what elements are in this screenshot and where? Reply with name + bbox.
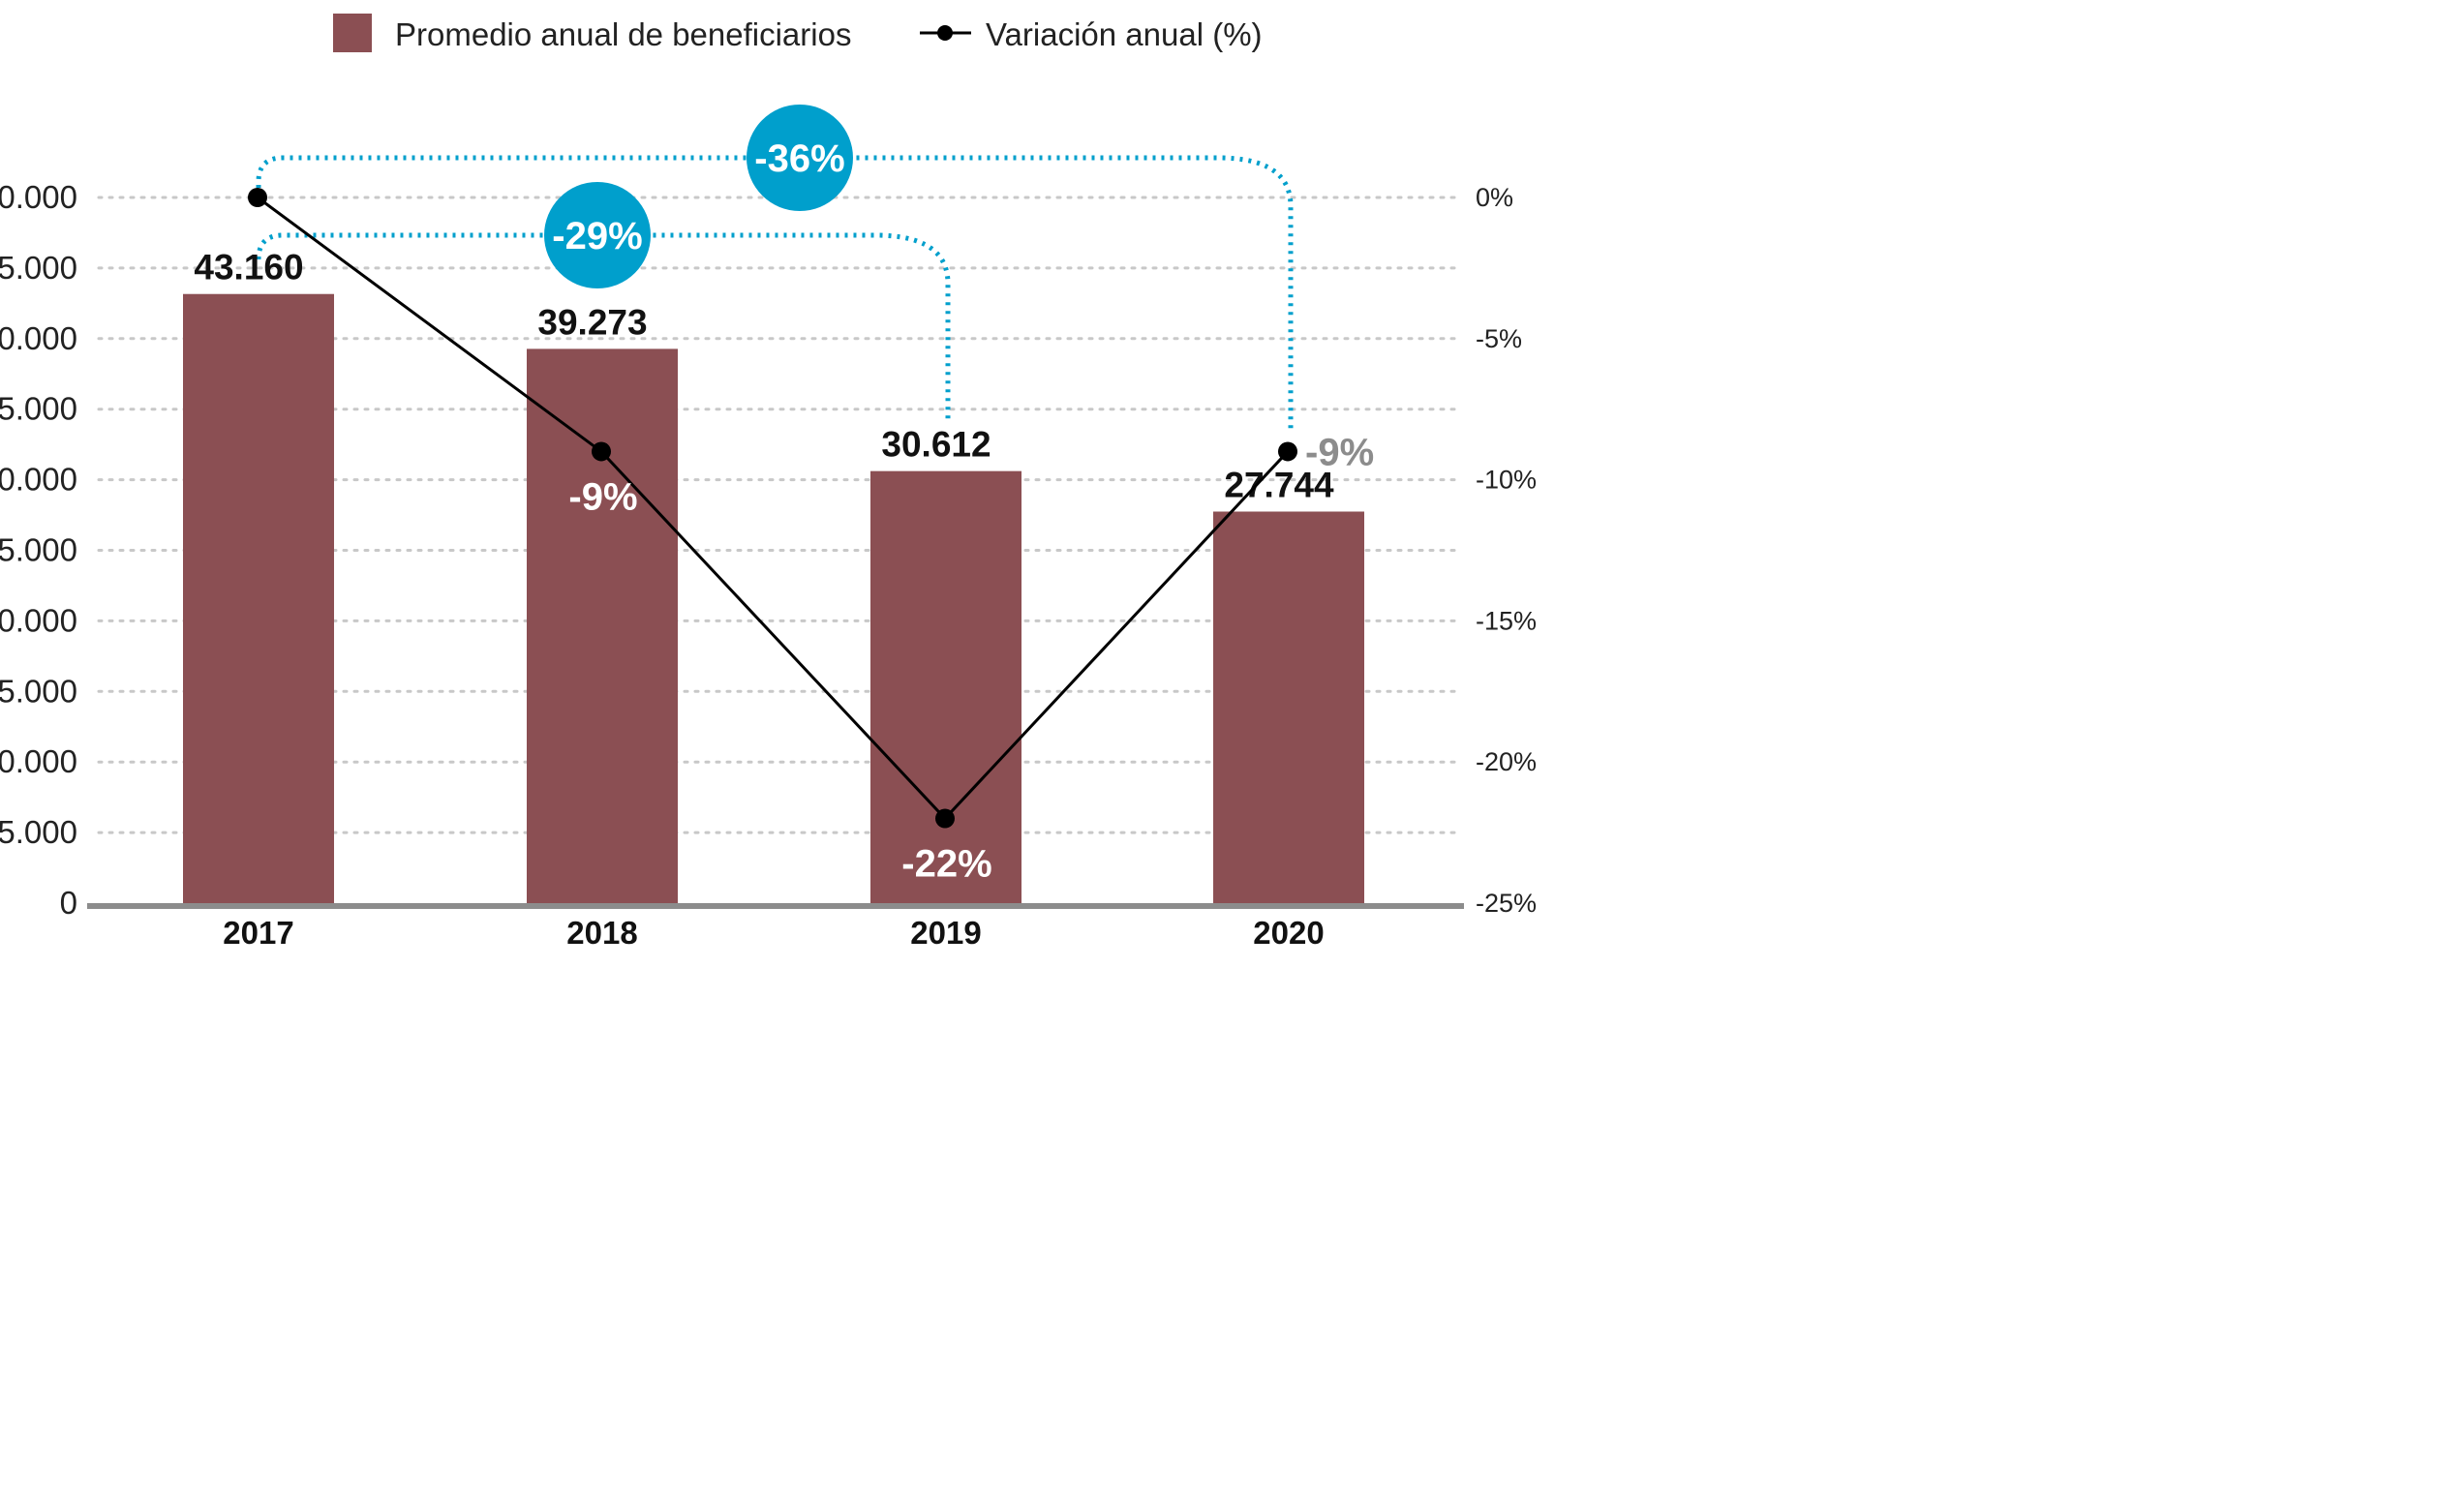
left-tick-label: 5.000 — [0, 814, 77, 850]
annotation-bubble — [747, 105, 853, 211]
left-tick-label: 10.000 — [0, 743, 77, 779]
bar-value-label: 43.160 — [194, 248, 303, 287]
variation-point — [935, 808, 955, 829]
annotation-bubble-label: -36% — [754, 137, 844, 180]
left-tick-label: 25.000 — [0, 532, 77, 568]
bars — [183, 293, 1364, 904]
left-tick-label: 0 — [60, 885, 77, 921]
legend-line-marker — [937, 25, 953, 41]
bar-value-label: 30.612 — [881, 425, 991, 465]
left-axis-ticks: 0 5.000 10.000 15.000 20.000 25.000 30.000 35.0… — [0, 179, 77, 921]
bar — [183, 293, 334, 904]
category-label: 2019 — [910, 915, 981, 951]
variation-labels: -9% -22% -9% — [568, 431, 1374, 885]
legend-bar-label: Promedio anual de beneficiarios — [395, 16, 851, 52]
bar — [870, 470, 1021, 903]
category-label: 2017 — [223, 915, 293, 951]
variation-polyline — [257, 196, 1290, 821]
variation-label: -9% — [568, 475, 637, 518]
right-tick-label: -5% — [1476, 324, 1522, 353]
category-label: 2018 — [566, 915, 637, 951]
left-tick-label: 50.000 — [0, 179, 77, 215]
bar — [527, 348, 678, 903]
annotation-bracket — [256, 155, 1294, 432]
legend-line-label: Variación anual (%) — [986, 16, 1263, 52]
annotation-bracket — [256, 232, 951, 419]
variation-label: -22% — [901, 843, 991, 886]
legend-bar-swatch — [333, 14, 372, 52]
left-tick-label: 20.000 — [0, 602, 77, 638]
category-labels: 2017 2018 2019 2020 — [223, 915, 1324, 951]
left-tick-label: 15.000 — [0, 673, 77, 709]
left-tick-label: 40.000 — [0, 320, 77, 356]
left-tick-label: 35.000 — [0, 391, 77, 427]
variation-point — [248, 188, 267, 207]
variation-label: -9% — [1305, 431, 1374, 473]
right-tick-label: -25% — [1476, 889, 1537, 918]
change-annotations: -29% -36% — [256, 105, 1294, 432]
right-tick-label: 0% — [1476, 183, 1513, 212]
left-tick-label: 30.000 — [0, 462, 77, 498]
variation-point — [592, 441, 611, 462]
annotation-bubble — [544, 182, 651, 288]
right-tick-label: -10% — [1476, 466, 1537, 495]
legend: Promedio anual de beneficiarios Variació… — [333, 14, 1263, 52]
variation-point — [1278, 441, 1297, 462]
bar-value-label: 39.273 — [537, 302, 647, 342]
category-label: 2020 — [1253, 915, 1324, 951]
annotation-bubble-label: -29% — [552, 215, 642, 257]
right-tick-label: -20% — [1476, 747, 1537, 776]
variation-line — [248, 188, 1297, 829]
left-tick-label: 45.000 — [0, 250, 77, 286]
right-tick-label: -15% — [1476, 606, 1537, 635]
right-axis-ticks: 0% -5% -10% -15% -20% -25% — [1476, 183, 1537, 918]
bar — [1213, 511, 1364, 903]
